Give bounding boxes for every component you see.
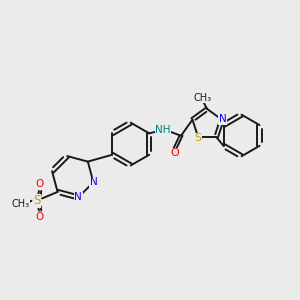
Text: CH₃: CH₃: [194, 93, 212, 103]
Text: O: O: [36, 212, 44, 222]
Text: NH: NH: [155, 125, 171, 135]
Text: O: O: [36, 179, 44, 190]
Text: S: S: [194, 133, 201, 143]
Text: N: N: [74, 192, 82, 203]
Text: S: S: [33, 194, 40, 207]
Text: CH₃: CH₃: [11, 199, 29, 209]
Text: N: N: [219, 114, 226, 124]
Text: O: O: [170, 148, 179, 158]
Text: N: N: [89, 177, 97, 187]
